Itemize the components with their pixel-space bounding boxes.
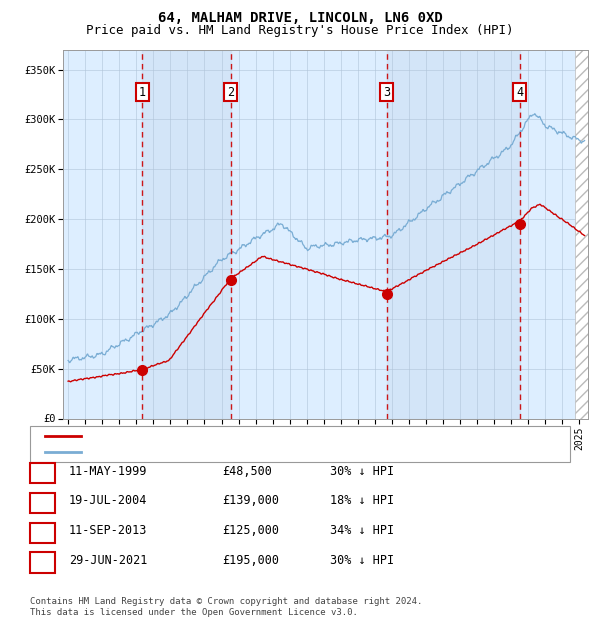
Text: £48,500: £48,500 <box>222 465 272 477</box>
Text: 1: 1 <box>139 86 146 99</box>
Text: 3: 3 <box>383 86 390 99</box>
Text: 29-JUN-2021: 29-JUN-2021 <box>69 554 148 567</box>
Bar <box>520 50 575 419</box>
Text: 2: 2 <box>227 86 235 99</box>
Text: Contains HM Land Registry data © Crown copyright and database right 2024.
This d: Contains HM Land Registry data © Crown c… <box>30 598 422 617</box>
Text: 30% ↓ HPI: 30% ↓ HPI <box>330 465 394 477</box>
Bar <box>386 50 520 419</box>
Text: £139,000: £139,000 <box>222 495 279 507</box>
Text: 30% ↓ HPI: 30% ↓ HPI <box>330 554 394 567</box>
Text: 2: 2 <box>39 497 46 510</box>
Text: 1: 1 <box>39 467 46 480</box>
Text: 64, MALHAM DRIVE, LINCOLN, LN6 0XD: 64, MALHAM DRIVE, LINCOLN, LN6 0XD <box>158 11 442 25</box>
Text: 4: 4 <box>39 556 46 569</box>
Text: 11-SEP-2013: 11-SEP-2013 <box>69 525 148 537</box>
Text: 3: 3 <box>39 526 46 539</box>
Text: Price paid vs. HM Land Registry's House Price Index (HPI): Price paid vs. HM Land Registry's House … <box>86 24 514 37</box>
Bar <box>142 50 231 419</box>
Text: 64, MALHAM DRIVE, LINCOLN, LN6 0XD (detached house): 64, MALHAM DRIVE, LINCOLN, LN6 0XD (deta… <box>87 431 431 441</box>
Text: 18% ↓ HPI: 18% ↓ HPI <box>330 495 394 507</box>
Text: 4: 4 <box>516 86 523 99</box>
Bar <box>63 50 142 419</box>
Text: 11-MAY-1999: 11-MAY-1999 <box>69 465 148 477</box>
Bar <box>575 50 588 419</box>
Text: HPI: Average price, detached house, Lincoln: HPI: Average price, detached house, Linc… <box>87 447 377 457</box>
Text: £195,000: £195,000 <box>222 554 279 567</box>
Text: 19-JUL-2004: 19-JUL-2004 <box>69 495 148 507</box>
Text: 34% ↓ HPI: 34% ↓ HPI <box>330 525 394 537</box>
Text: £125,000: £125,000 <box>222 525 279 537</box>
Bar <box>231 50 386 419</box>
